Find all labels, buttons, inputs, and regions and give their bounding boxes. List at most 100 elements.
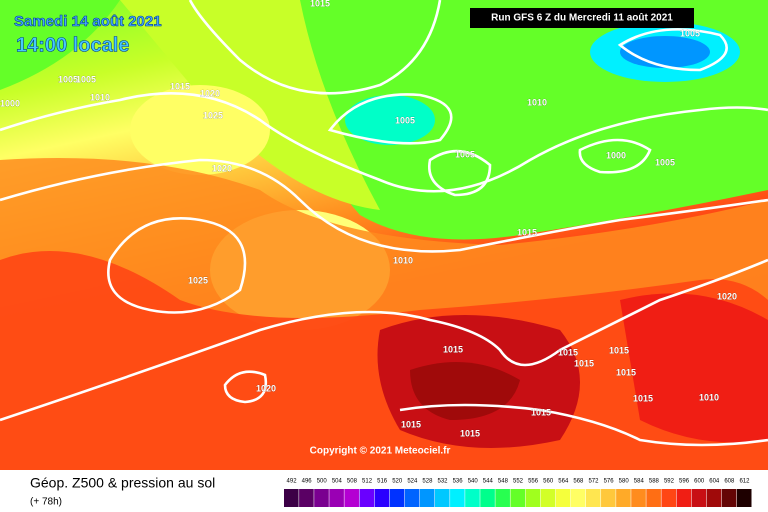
colorbar-label: 600: [694, 479, 705, 485]
colorbar-label: 496: [302, 479, 313, 485]
colorbar-swatch: [570, 489, 586, 507]
colorbar-swatch: [631, 489, 646, 507]
colorbar-swatch: [314, 489, 329, 507]
isobar-label: 1005: [680, 28, 700, 38]
isobar-label: 1015: [574, 358, 594, 368]
colorbar-swatch: [389, 489, 405, 507]
colorbar-label: 608: [724, 479, 735, 485]
colorbar-swatch: [329, 489, 344, 507]
isobar-label: 1010: [527, 97, 547, 107]
footer-lead: (+ 78h): [30, 497, 62, 508]
isobar-label: 1005: [455, 149, 475, 159]
colorbar: 492 496 500 504 508 512 516 520 524 528 532 536 540 5…: [284, 479, 752, 507]
colorbar-swatch: [691, 489, 707, 507]
isobar-label: 1015: [170, 81, 190, 91]
colorbar-label: 568: [573, 479, 584, 485]
colorbar-label: 504: [332, 479, 343, 485]
isobar-label: 1015: [517, 227, 537, 237]
colorbar-label: 492: [287, 479, 298, 485]
isobar-label: 1025: [203, 110, 223, 120]
colorbar-swatch: [344, 489, 359, 507]
isobar-label: 1015: [616, 367, 636, 377]
colorbar-label: 576: [604, 479, 615, 485]
colorbar-label: 612: [739, 479, 750, 485]
colorbar-label: 572: [588, 479, 599, 485]
isobar-label: 1000: [606, 150, 626, 160]
colorbar-swatch: [646, 489, 661, 507]
copyright: Copyright © 2021 Meteociel.fr: [310, 446, 451, 457]
colorbar-label: 564: [558, 479, 569, 485]
colorbar-swatch: [510, 489, 526, 507]
isobar-label: 1020: [256, 383, 276, 393]
colorbar-swatch: [661, 489, 677, 507]
colorbar-label: 544: [483, 479, 494, 485]
isobar-label: 1020: [717, 291, 737, 301]
run-label: Run GFS 6 Z du Mercredi 11 août 2021: [491, 13, 673, 24]
colorbar-swatch: [616, 489, 631, 507]
colorbar-swatch: [721, 489, 737, 507]
colorbar-swatch: [555, 489, 571, 507]
colorbar-swatch: [450, 489, 465, 507]
isobar-label: 1015: [460, 428, 480, 438]
colorbar-swatch: [676, 489, 692, 507]
colorbar-swatch: [284, 489, 299, 507]
isobar-label: 1020: [212, 163, 232, 173]
isobar-label: 1015: [401, 419, 421, 429]
isobar-label: 1015: [443, 344, 463, 354]
colorbar-swatch: [706, 489, 722, 507]
colorbar-swatch: [374, 489, 390, 507]
colorbar-label: 548: [498, 479, 509, 485]
colorbar-swatch: [540, 489, 556, 507]
isobar-label: 1010: [699, 392, 719, 402]
colorbar-swatch: [299, 489, 314, 507]
isobar-label: 1010: [90, 92, 110, 102]
isobar-label: 1020: [200, 88, 220, 98]
colorbar-swatch: [434, 489, 450, 507]
colorbar-label: 584: [634, 479, 645, 485]
colorbar-label: 580: [619, 479, 630, 485]
colorbar-label: 604: [709, 479, 720, 485]
isobar-label: 1005: [76, 74, 96, 84]
time-label: 14:00 locale: [16, 34, 129, 56]
isobars: [0, 0, 768, 445]
footer-title: Géop. Z500 & pression au sol: [30, 475, 215, 491]
colorbar-label: 592: [664, 479, 675, 485]
isobar-labels: 1000100510051010101510201025102010251020…: [0, 0, 737, 439]
colorbar-label: 560: [543, 479, 554, 485]
isobar-label: 1015: [609, 345, 629, 355]
isobar-label: 1015: [531, 407, 551, 417]
colorbar-swatch: [495, 489, 510, 507]
colorbar-label: 508: [347, 479, 358, 485]
isobar-label: 1010: [393, 255, 413, 265]
colorbar-label: 520: [392, 479, 403, 485]
colorbar-swatch: [404, 489, 420, 507]
isobar-label: 1005: [395, 115, 415, 125]
colorbar-label: 524: [407, 479, 418, 485]
map-field: [0, 0, 768, 470]
colorbar-label: 556: [528, 479, 539, 485]
isobar-label: 1025: [188, 275, 208, 285]
colorbar-swatch: [419, 489, 435, 507]
colorbar-swatch: [601, 489, 616, 507]
colorbar-label: 516: [377, 479, 388, 485]
colorbar-swatch: [465, 489, 480, 507]
isobar-label: 1015: [310, 0, 330, 8]
colorbar-label: 536: [453, 479, 464, 485]
colorbar-label: 540: [468, 479, 479, 485]
run-box: [470, 8, 694, 28]
colorbar-label: 532: [438, 479, 449, 485]
colorbar-label: 500: [317, 479, 328, 485]
isobar-label: 1015: [633, 393, 653, 403]
colorbar-label: 596: [679, 479, 690, 485]
colorbar-swatch: [736, 489, 752, 507]
colorbar-label: 588: [649, 479, 660, 485]
colorbar-swatch: [525, 489, 541, 507]
isobar-label: 1000: [0, 98, 20, 108]
isobar-label: 1015: [558, 347, 578, 357]
date-label: Samedi 14 août 2021: [14, 13, 162, 30]
colorbar-swatch: [585, 489, 601, 507]
isobar-label: 1005: [58, 74, 78, 84]
isobar-label: 1005: [655, 157, 675, 167]
colorbar-label: 552: [513, 479, 524, 485]
